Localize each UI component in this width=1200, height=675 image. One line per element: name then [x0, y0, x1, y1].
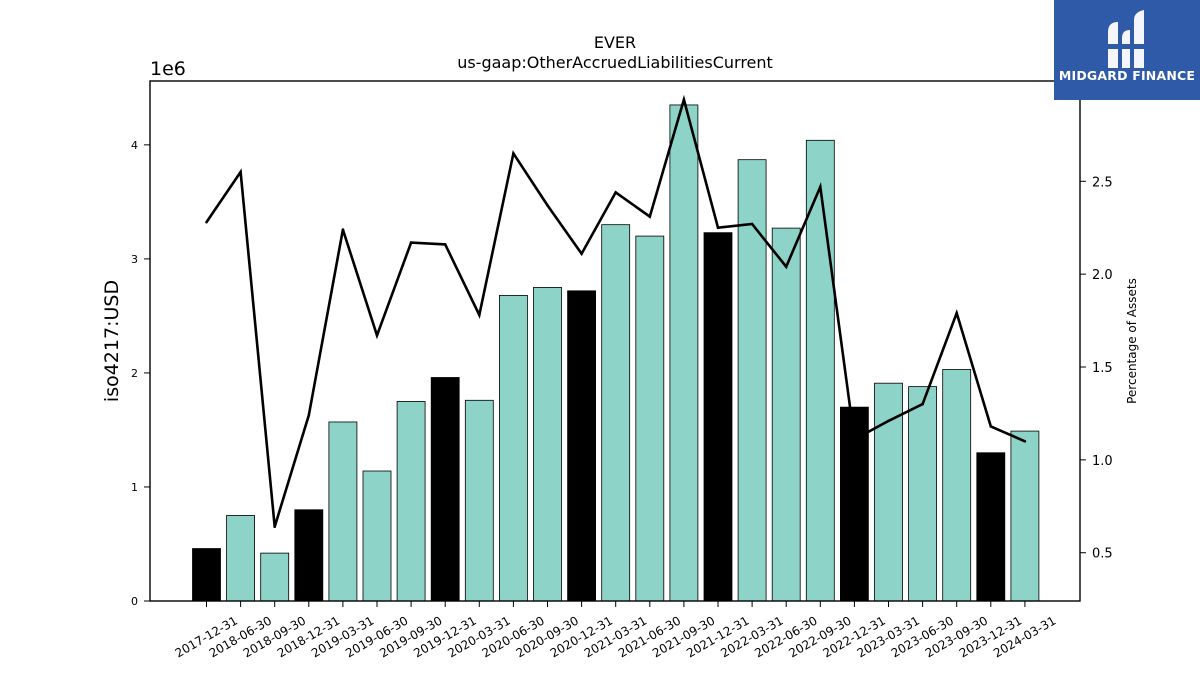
y2-tick-label-0.5: 0.5	[1092, 547, 1113, 562]
y2-tick-label-2.5: 2.5	[1092, 175, 1113, 190]
bar-2019-09-30	[396, 401, 426, 602]
y-tick-label-1: 1	[131, 481, 138, 494]
bar-2021-12-31	[703, 232, 733, 602]
bar-2022-06-30	[771, 227, 801, 602]
line-point-2022-12-31	[853, 438, 856, 441]
line-point-2022-09-30	[819, 185, 822, 189]
y-offset-label: 1e6	[150, 58, 186, 80]
bar-2018-06-30	[226, 515, 256, 602]
line-point-2019-03-31	[341, 228, 345, 231]
logo-text: MIDGARD FINANCE	[1058, 68, 1196, 83]
line-point-2020-12-31	[580, 252, 583, 256]
bar-2022-09-30	[805, 139, 835, 602]
bar-2019-12-31	[430, 377, 460, 602]
line-point-2017-12-31	[205, 220, 208, 224]
bar-2023-12-31	[976, 452, 1006, 602]
bar-2022-03-31	[737, 159, 767, 602]
line-point-2020-03-31	[478, 313, 481, 317]
y-axis-label: iso4217:USD	[101, 280, 123, 402]
bar-2020-12-31	[567, 290, 596, 602]
bar-2017-12-31	[192, 548, 221, 602]
bar-2020-09-30	[533, 287, 562, 602]
y-tick-label-0: 0	[131, 595, 138, 608]
line-point-2023-03-31	[887, 419, 890, 423]
line-point-2023-12-31	[989, 425, 993, 428]
bar-2019-06-30	[362, 470, 392, 602]
chart-title: EVER	[594, 33, 636, 52]
y-tick-label-2: 2	[131, 367, 138, 380]
y2-tick-label-1.5: 1.5	[1092, 361, 1113, 376]
logo: MIDGARD FINANCE	[1054, 0, 1200, 100]
line-point-2024-03-31	[1023, 439, 1027, 443]
bar-2019-03-31	[328, 421, 358, 602]
line-point-2021-12-31	[716, 226, 720, 230]
y2-tick-label-2.0: 2.0	[1092, 268, 1113, 283]
y-tick-label-3: 3	[131, 253, 138, 266]
bar-2023-06-30	[908, 386, 937, 602]
bar-2024-03-31	[1010, 430, 1040, 602]
bar-2021-09-30	[669, 104, 699, 602]
chart-subtitle: us-gaap:OtherAccruedLiabilitiesCurrent	[457, 53, 773, 72]
y2-axis-label: Percentage of Assets	[1125, 278, 1139, 404]
line-point-2021-03-31	[614, 191, 617, 194]
plot-frame	[149, 80, 1081, 602]
line-point-2019-06-30	[375, 334, 379, 337]
line-point-2020-09-30	[546, 204, 549, 207]
line-point-2019-09-30	[409, 241, 413, 244]
line-point-2022-06-30	[784, 265, 788, 269]
line-point-2023-06-30	[921, 402, 924, 406]
y-tick-label-4: 4	[131, 139, 138, 152]
line-point-2019-12-31	[443, 243, 447, 246]
bar-2021-03-31	[601, 224, 631, 602]
line-point-2020-06-30	[512, 152, 515, 155]
line-point-2023-09-30	[955, 311, 958, 315]
logo-mark-icon	[1106, 10, 1148, 68]
bar-2018-09-30	[260, 552, 290, 602]
line-point-2021-06-30	[648, 215, 652, 218]
bar-2021-06-30	[635, 235, 665, 602]
y2-tick-label-1.0: 1.0	[1092, 454, 1113, 469]
line-group	[205, 94, 1027, 529]
line-point-2018-12-31	[307, 413, 311, 417]
line-point-2022-03-31	[750, 222, 754, 226]
bar-2020-06-30	[498, 294, 528, 602]
line-point-2021-09-30	[682, 98, 686, 101]
bar-2020-03-31	[464, 399, 494, 602]
line-point-2018-06-30	[239, 170, 242, 174]
line-point-2018-09-30	[273, 525, 277, 529]
bar-2018-12-31	[294, 509, 324, 602]
bar-2023-09-30	[942, 369, 972, 602]
